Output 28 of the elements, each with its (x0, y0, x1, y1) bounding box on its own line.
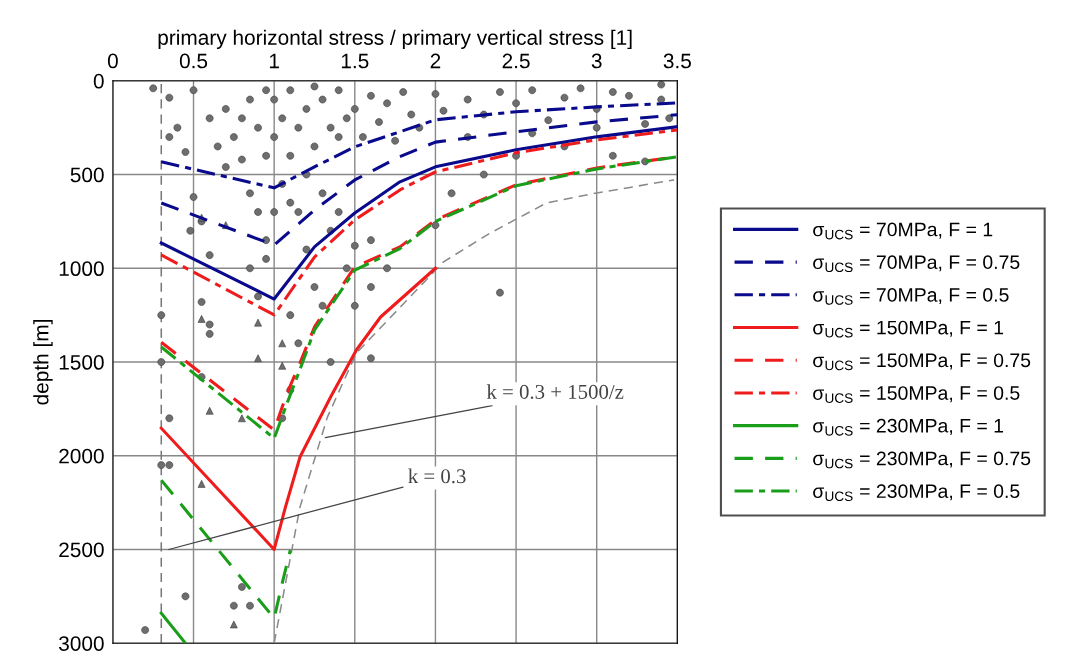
y-tick-label: 1000 (59, 261, 104, 277)
annotation: k = 0.3 + 1500/z (486, 384, 624, 399)
legend-label: σ$_{UCS}$ = 230MPa, F = 0.75 (813, 451, 1031, 469)
x-tick-label: 3.5 (663, 53, 691, 69)
x-tick-label: 2 (430, 53, 441, 69)
x-tick-label: 0 (107, 53, 118, 69)
y-tick-label: 2000 (59, 448, 104, 464)
y-tick-label: 500 (70, 167, 104, 183)
x-tick-label: 1.5 (341, 53, 369, 69)
legend-label: σ$_{UCS}$ = 150MPa, F = 0.75 (813, 353, 1031, 371)
y-tick-label: 1500 (59, 355, 104, 370)
x-axis-title: primary horizontal stress / primary vertical stress [1] (158, 29, 632, 50)
y-axis-title: depth [m] (33, 320, 53, 405)
legend-label: σ$_{UCS}$ = 150MPa, F = 0.5 (813, 386, 1020, 403)
legend-label: σ$_{UCS}$ = 70MPa, F = 1 (813, 222, 993, 240)
y-tick-label: 0 (93, 73, 104, 89)
legend-label: σ$_{UCS}$ = 70MPa, F = 0.75 (813, 255, 1020, 273)
y-tick-label: 3000 (59, 636, 104, 651)
legend-label: σ$_{UCS}$ = 230MPa, F = 0.5 (813, 484, 1020, 502)
x-tick-label: 2.5 (502, 53, 530, 69)
x-tick-label: 3 (591, 53, 602, 69)
annotation: k = 0.3 (408, 468, 466, 484)
x-tick-label: 1 (269, 53, 279, 69)
y-tick-label: 2500 (59, 542, 104, 558)
x-tick-label: 0.5 (179, 53, 208, 69)
legend-label: σ$_{UCS}$ = 150MPa, F = 1 (813, 320, 1004, 338)
legend-label: σ$_{UCS}$ = 230MPa, F = 1 (813, 418, 1004, 436)
legend-label: σ$_{UCS}$ = 70MPa, F = 0.5 (813, 288, 1009, 305)
